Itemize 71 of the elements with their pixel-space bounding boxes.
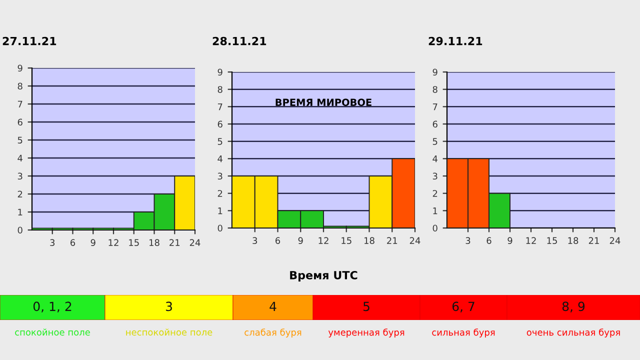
y-tick-label: 1 <box>18 208 22 216</box>
y-tick-label: 5 <box>218 138 222 145</box>
category-label: 5 <box>363 302 370 312</box>
x-tick-label: 18 <box>150 239 160 246</box>
x-tick-label: 15 <box>342 237 352 244</box>
y-tick-label: 0 <box>218 224 222 232</box>
x-axis-title: Время UTC <box>290 270 358 282</box>
y-tick-label: 1 <box>218 208 222 214</box>
y-tick-label: 6 <box>18 118 22 126</box>
y-tick-label: 7 <box>18 100 22 108</box>
y-tick-label: 4 <box>432 156 438 162</box>
category-label: 0, 1, 2 <box>33 302 72 312</box>
x-tick-label: 21 <box>387 237 398 244</box>
y-tick-label: 3 <box>432 172 438 180</box>
y-tick-label: 9 <box>18 64 22 72</box>
x-tick-label: 9 <box>508 237 512 244</box>
chart-title: 28.11.21 <box>212 36 266 46</box>
y-tick-label: 9 <box>432 68 438 76</box>
y-tick-label: 2 <box>18 190 22 198</box>
x-tick-label: 18 <box>568 237 578 244</box>
x-tick-label: 24 <box>190 239 200 246</box>
y-tick-label: 4 <box>218 156 222 162</box>
y-tick-label: 5 <box>432 138 438 145</box>
x-tick-label: 15 <box>547 237 557 244</box>
y-tick-label: 0 <box>18 226 22 234</box>
x-tick-label: 3 <box>466 237 470 244</box>
text: спокойное поле <box>15 328 90 336</box>
y-tick-label: 8 <box>432 86 438 93</box>
x-tick-label: 6 <box>70 239 76 246</box>
y-tick-label: 4 <box>18 154 22 162</box>
y-tick-label: 1 <box>433 208 438 214</box>
text: умеренная буря <box>328 328 404 338</box>
category-label: 4 <box>270 302 276 311</box>
annotation: ВРЕМЯ МИРОВОЕ <box>276 98 372 106</box>
x-tick-label: 24 <box>610 237 620 244</box>
x-tick-label: 12 <box>318 237 328 244</box>
y-tick-label: 8 <box>18 82 22 90</box>
category-label: 3 <box>166 302 172 312</box>
x-tick-label: 18 <box>364 237 374 244</box>
y-tick-label: 3 <box>18 172 22 180</box>
x-tick-label: 3 <box>50 239 55 246</box>
category-label: 8, 9 <box>562 302 585 312</box>
y-tick-label: 8 <box>218 86 222 93</box>
text: очень сильная буря <box>526 328 620 338</box>
y-tick-label: 0 <box>432 224 438 232</box>
y-tick-label: 3 <box>218 172 222 180</box>
x-tick-label: 24 <box>410 237 420 244</box>
y-tick-label: 9 <box>218 68 222 76</box>
x-tick-label: 9 <box>298 237 303 244</box>
x-tick-label: 9 <box>90 239 96 246</box>
x-tick-label: 21 <box>588 237 599 244</box>
x-tick-label: 6 <box>486 237 492 244</box>
text: слабая буря <box>244 328 302 338</box>
y-tick-label: 2 <box>432 190 438 197</box>
x-tick-label: 6 <box>276 237 280 244</box>
y-tick-label: 7 <box>218 104 222 110</box>
text: сильная буря <box>432 328 495 338</box>
y-tick-label: 6 <box>218 120 222 128</box>
x-tick-label: 15 <box>129 239 139 246</box>
x-tick-label: 12 <box>526 237 536 244</box>
x-tick-label: 3 <box>252 237 258 244</box>
chart-title: 29.11.21 <box>428 36 482 46</box>
x-tick-label: 12 <box>108 239 118 246</box>
y-tick-label: 5 <box>18 136 22 144</box>
text: неспокойное поле <box>126 328 212 336</box>
category-label: 6, 7 <box>452 302 474 312</box>
y-tick-label: 6 <box>432 120 438 128</box>
x-tick-label: 21 <box>170 239 180 246</box>
y-tick-label: 7 <box>432 104 438 110</box>
chart-title: 27.11.21 <box>2 36 56 46</box>
y-tick-label: 2 <box>218 190 222 197</box>
